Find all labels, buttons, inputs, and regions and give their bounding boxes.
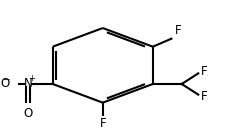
Text: +: + xyxy=(28,74,35,83)
Text: F: F xyxy=(174,24,180,37)
Text: O: O xyxy=(23,107,32,120)
Text: N: N xyxy=(23,78,32,90)
Text: O: O xyxy=(0,78,9,90)
Text: F: F xyxy=(200,65,207,78)
Text: F: F xyxy=(200,90,207,103)
Text: F: F xyxy=(99,117,106,130)
Text: −: − xyxy=(2,74,9,83)
